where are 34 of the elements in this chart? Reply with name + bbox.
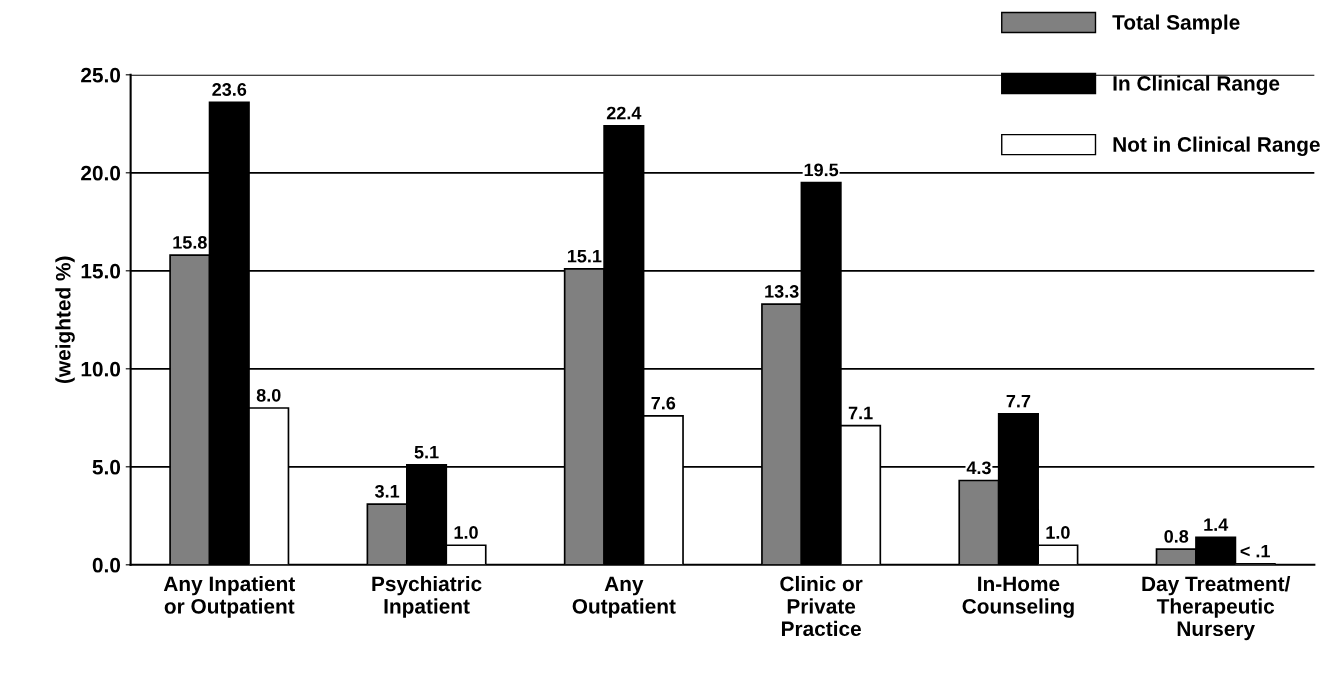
data-label: 1.0 [1046,526,1070,539]
data-label: 1.4 [1204,518,1229,531]
data-label: 1.0 [454,526,478,539]
data-label: 15.8 [173,236,207,249]
legend-label: In Clinical Range [1113,75,1280,95]
data-label: 7.6 [651,396,676,410]
data-label: 5.1 [414,445,439,459]
x-tick-label: Clinic or Private Practice [780,575,863,637]
data-label: 7.1 [848,406,873,420]
x-tick-label: In-Home Counseling [962,576,1074,618]
data-label: 23.6 [212,83,247,96]
data-label: 13.3 [765,285,799,298]
data-label: 8.0 [256,388,281,402]
x-tick-label: Any Outpatient [572,576,676,618]
data-label: 0.8 [1164,530,1189,543]
data-label: 22.4 [606,106,642,120]
y-tick-label: 15.0 [81,263,121,279]
legend-label: Total Sample [1112,14,1240,34]
y-axis-title: (weighted %) [55,256,75,383]
data-label: 7.7 [1006,394,1031,408]
data-label: 3.1 [374,484,400,498]
y-tick-label: 10.0 [81,361,121,377]
x-tick-label: Day Treatment/ Therapeutic Nursery [1142,575,1291,641]
x-tick-label: Any Inpatient or Outpatient [163,575,295,618]
y-tick-label: 25.0 [81,67,121,83]
data-label: 15.1 [567,249,602,263]
y-tick-label: 5.0 [92,459,121,475]
legend-label: Not in Clinical Range [1113,136,1320,157]
data-label: 19.5 [804,163,839,177]
data-label: < .1 [1240,544,1270,558]
data-label: 4.3 [966,461,991,475]
y-tick-label: 0.0 [92,557,121,573]
y-tick-label: 20.0 [81,165,121,181]
x-tick-label: Psychiatric Inpatient [372,575,482,618]
